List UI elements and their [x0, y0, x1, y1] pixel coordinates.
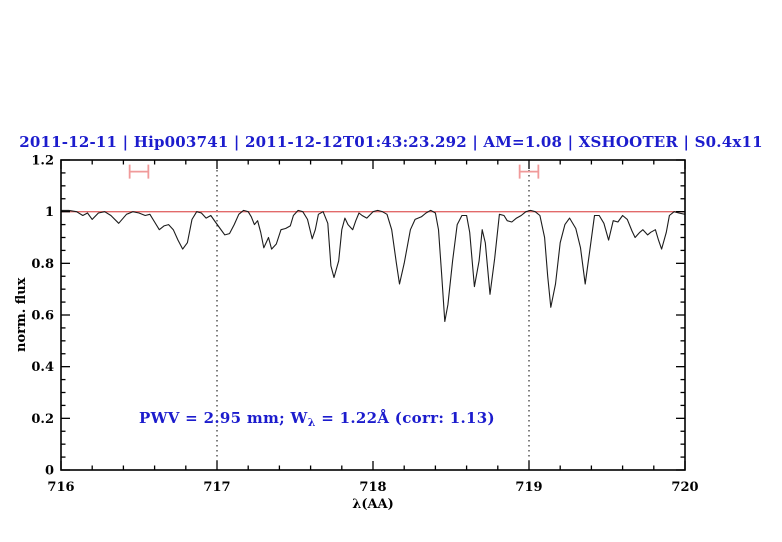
x-tick-label: 717: [203, 480, 230, 495]
x-axis-label: λ(AA): [352, 497, 394, 512]
spectrum-line: [61, 209, 686, 323]
y-tick-label: 0.4: [31, 360, 54, 375]
pwv-annotation-suffix: = 1.22Å (corr: 1.13): [315, 409, 495, 427]
x-tick-label: 719: [515, 480, 542, 495]
y-tick-label: 1.2: [31, 154, 54, 169]
y-tick-label: 1: [45, 205, 54, 220]
y-axis-label: norm. flux: [14, 277, 29, 352]
x-tick-label: 716: [47, 480, 74, 495]
y-tick-label: 0: [45, 464, 54, 479]
plot-title: 2011-12-11 | Hip003741 | 2011-12-12T01:4…: [19, 133, 763, 151]
y-tick-label: 0.6: [31, 309, 54, 324]
pwv-annotation: PWV = 2.95 mm; Wλ = 1.22Å (corr: 1.13): [139, 409, 495, 429]
pwv-annotation-prefix: PWV = 2.95 mm; W: [139, 409, 308, 427]
pwv-annotation-lambda-subscript: λ: [307, 416, 316, 429]
x-tick-label: 720: [671, 480, 698, 495]
x-tick-label: 718: [359, 480, 386, 495]
y-tick-label: 0.2: [31, 412, 54, 427]
y-tick-label: 0.8: [31, 257, 54, 272]
